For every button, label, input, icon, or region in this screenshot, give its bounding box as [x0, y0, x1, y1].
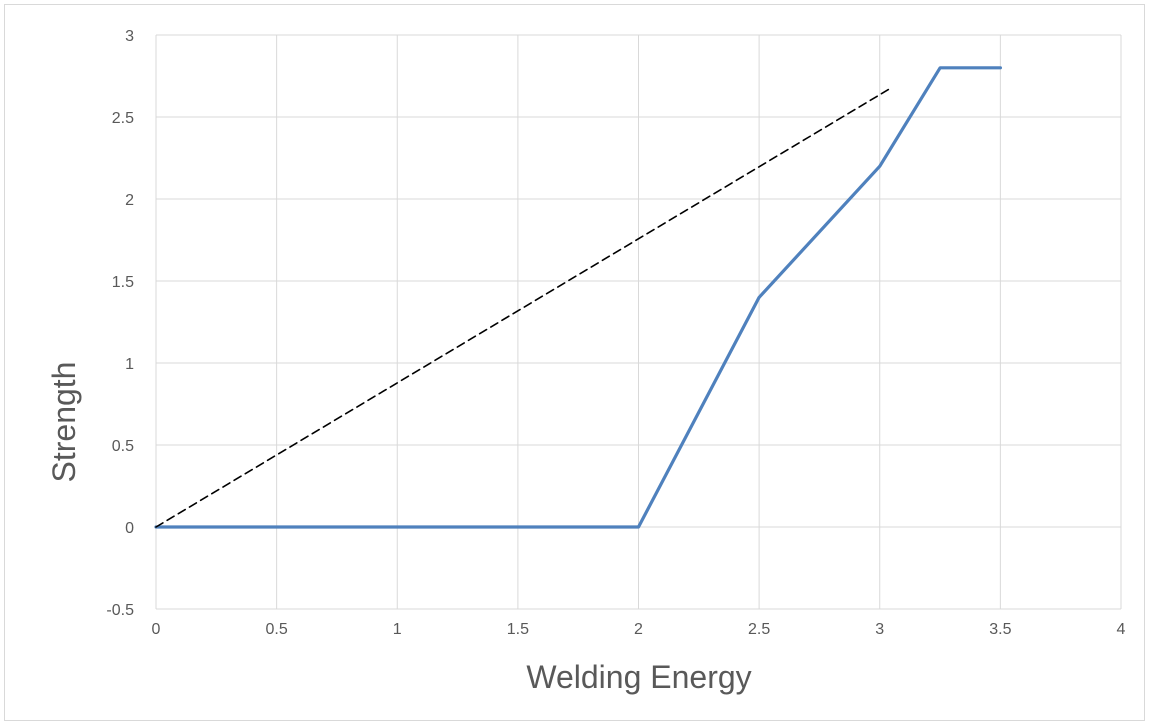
dashed-reference-line — [155, 86, 893, 528]
y-axis-tick-labels: -0.5 0 0.5 1 1.5 2 2.5 3 — [106, 28, 134, 619]
y-tick-label: 1.5 — [112, 274, 134, 291]
x-tick-label: 2.5 — [748, 621, 770, 638]
x-axis-title: Welding Energy — [526, 659, 751, 695]
x-tick-label: 2 — [634, 621, 643, 638]
x-tick-label: 0.5 — [266, 621, 288, 638]
x-tick-label: 4 — [1117, 621, 1126, 638]
x-tick-label: 1.5 — [507, 621, 529, 638]
y-tick-label: 1 — [125, 356, 134, 373]
y-tick-label: 2.5 — [112, 110, 134, 127]
y-tick-label: 0.5 — [112, 438, 134, 455]
y-tick-label: -0.5 — [106, 602, 134, 619]
line-chart: 0 0.5 1 1.5 2 2.5 3 3.5 4 -0.5 0 0.5 1 1.5 2 2.5 3 Weld… — [46, 28, 1126, 695]
vertical-gridlines — [155, 35, 1122, 609]
y-tick-label: 2 — [125, 192, 134, 209]
strength-series-line — [154, 66, 1003, 529]
x-tick-label: 3 — [875, 621, 884, 638]
x-tick-label: 3.5 — [989, 621, 1011, 638]
y-tick-label: 0 — [125, 520, 134, 537]
y-tick-label: 3 — [125, 28, 134, 45]
series-lines — [154, 66, 1003, 529]
x-tick-label: 1 — [393, 621, 402, 638]
x-axis-tick-labels: 0 0.5 1 1.5 2 2.5 3 3.5 4 — [152, 621, 1126, 638]
x-tick-label: 0 — [152, 621, 161, 638]
chart-frame: 0 0.5 1 1.5 2 2.5 3 3.5 4 -0.5 0 0.5 1 1.5 2 2.5 3 Weld… — [4, 4, 1145, 721]
y-axis-title: Strength — [46, 362, 82, 483]
